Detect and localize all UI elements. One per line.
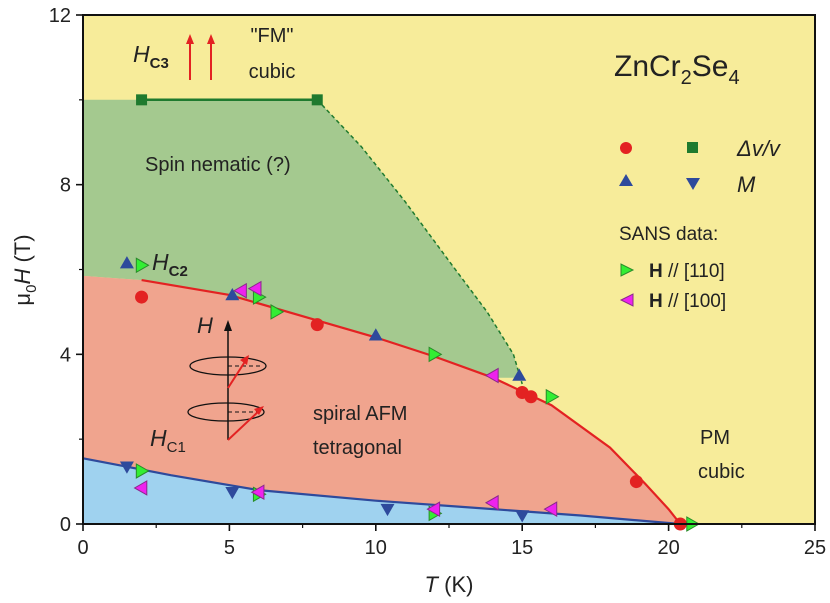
data-point-triangle-down-3 xyxy=(515,510,530,523)
x-tick-label-1: 5 xyxy=(224,537,235,559)
data-point-triangle-left-5 xyxy=(426,501,441,518)
x-tick-label-0: 0 xyxy=(77,537,88,559)
data-point-triangle-left-3 xyxy=(133,480,148,496)
region-pm: PM xyxy=(700,427,730,449)
data-point-triangle-left-2 xyxy=(484,367,499,384)
x-tick-label-3: 15 xyxy=(511,537,533,559)
legend-marker-sans100 xyxy=(619,293,634,307)
hc3-arrows xyxy=(186,34,215,80)
label-hc1: HC1 xyxy=(150,425,186,456)
data-point-triangle-right-0 xyxy=(135,257,150,274)
inset-h-label: H xyxy=(197,313,213,338)
region-tetragonal: tetragonal xyxy=(313,437,402,459)
x-tick-label-5: 25 xyxy=(804,537,826,559)
phase-regions xyxy=(83,15,815,524)
nematic-boundary-line xyxy=(316,99,523,385)
y-tick-label-0: 0 xyxy=(60,514,71,536)
data-point-triangle-down-1 xyxy=(225,486,240,500)
legend-marker-m-up xyxy=(619,174,633,186)
y-tick-label-2: 8 xyxy=(60,175,71,197)
data-point-triangle-left-4 xyxy=(250,484,265,501)
y-tick-label-3: 12 xyxy=(49,5,71,27)
legend-marker-dv-circle xyxy=(620,142,632,154)
data-point-triangle-up-0 xyxy=(119,256,134,269)
data-point-square-0 xyxy=(136,94,148,106)
compound-label: ZnCr2Se4 xyxy=(614,50,740,89)
hc1-boundary-line xyxy=(82,457,681,526)
x-axis-title: T (K) xyxy=(425,572,474,597)
region-fm-cubic: cubic xyxy=(249,61,296,83)
legend-label-sans110: H // [110] xyxy=(649,261,725,282)
data-point-circle-1 xyxy=(310,318,324,332)
legend-label-sans100: H // [100] xyxy=(649,291,726,312)
spiral-inset: H xyxy=(187,313,267,441)
data-point-circle-4 xyxy=(629,475,643,489)
region-pm-cubic: cubic xyxy=(698,461,745,483)
legend-marker-dv-square xyxy=(687,142,698,153)
axis-ticks: 0 5 10 15 20 25 0 4 8 12 xyxy=(49,5,826,559)
y-tick-label-1: 4 xyxy=(60,344,71,366)
data-points xyxy=(119,94,701,532)
region-spiral-afm: spiral AFM xyxy=(313,403,407,425)
legend-marker-m-down xyxy=(686,178,700,190)
data-point-triangle-left-7 xyxy=(543,501,558,518)
label-hc2: HC2 xyxy=(152,249,188,280)
data-point-triangle-up-2 xyxy=(368,328,383,341)
legend: Δv/v M SANS data: H // [110] H // [100] xyxy=(619,136,782,312)
data-point-circle-0 xyxy=(135,290,149,304)
data-point-triangle-down-2 xyxy=(380,503,395,517)
region-fm-quote: "FM" xyxy=(250,25,293,47)
label-hc3: HC3 xyxy=(133,41,169,72)
data-point-triangle-right-2 xyxy=(270,304,285,320)
data-point-circle-3 xyxy=(524,390,538,404)
data-point-triangle-left-6 xyxy=(484,494,499,511)
region-spin-nematic-fill xyxy=(83,99,523,385)
legend-label-m: M xyxy=(737,172,756,197)
region-hc1-fill xyxy=(83,458,681,524)
legend-label-dv: Δv/v xyxy=(736,136,782,161)
y-axis-title: μ0H (T) xyxy=(10,234,40,305)
data-point-triangle-right-4 xyxy=(545,388,560,405)
legend-marker-sans110 xyxy=(620,263,635,277)
data-point-triangle-right-5 xyxy=(135,463,150,479)
x-tick-label-2: 10 xyxy=(365,537,387,559)
data-point-triangle-down-0 xyxy=(119,461,134,474)
legend-sans-title: SANS data: xyxy=(619,224,718,245)
data-point-triangle-left-0 xyxy=(233,282,247,299)
data-point-triangle-left-1 xyxy=(247,280,262,297)
data-point-triangle-up-3 xyxy=(512,368,527,381)
region-spin-nematic: Spin nematic (?) xyxy=(145,154,291,176)
region-spiral-fill xyxy=(83,275,681,524)
x-tick-label-4: 20 xyxy=(657,537,679,559)
data-point-square-1 xyxy=(311,94,323,106)
data-point-triangle-right-3 xyxy=(428,346,443,363)
data-point-triangle-up-1 xyxy=(225,287,240,301)
